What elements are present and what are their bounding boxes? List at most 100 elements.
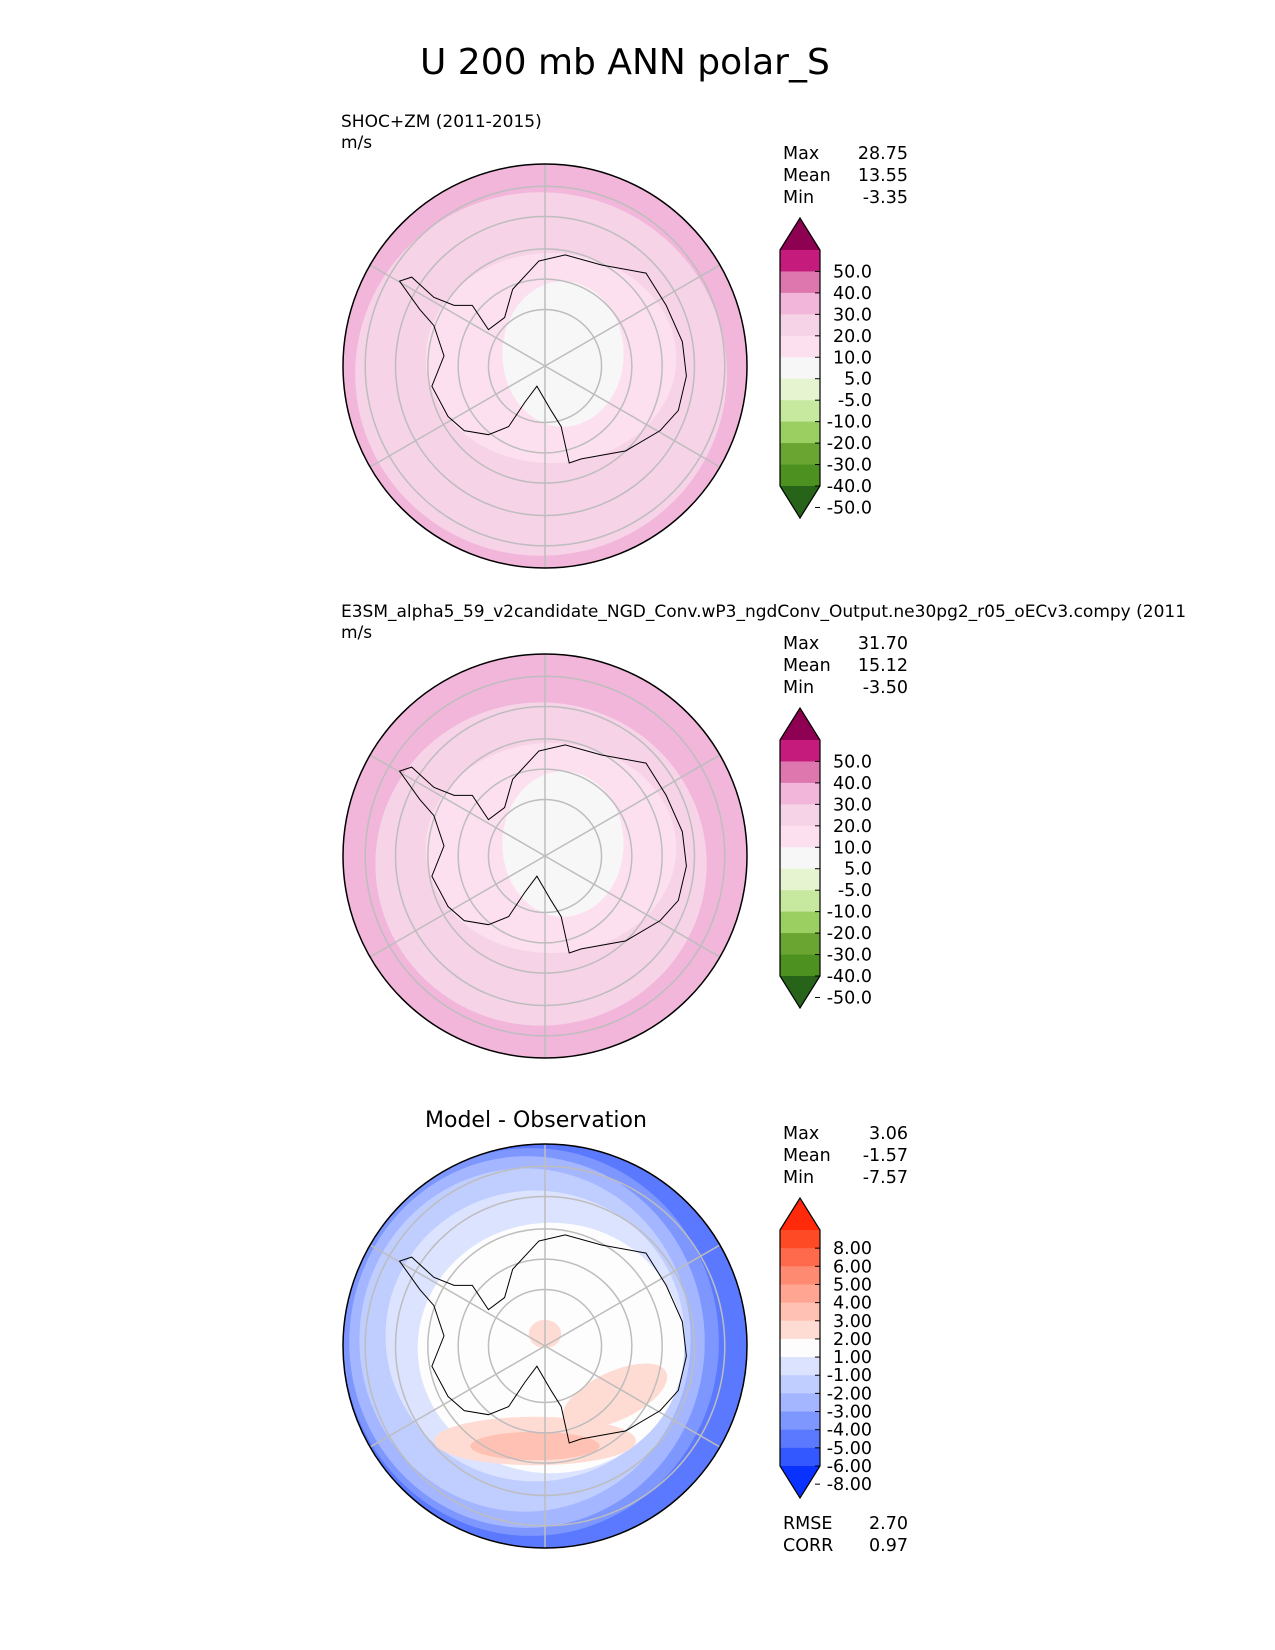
colorbar-band [780, 421, 820, 444]
stat-value: 15.12 [857, 656, 908, 676]
stat-label: Max [783, 634, 820, 654]
colorbar-band [780, 911, 820, 934]
colorbar-tick-label: 8.00 [833, 1239, 872, 1259]
colorbar-band [780, 933, 820, 956]
panel-1-heading: SHOC+ZM (2011-2015) [341, 112, 542, 132]
colorbar-extend-bottom [780, 1466, 820, 1498]
map-boundary [342, 163, 748, 569]
stat-value: -1.57 [862, 1146, 908, 1166]
colorbar-band [780, 271, 820, 294]
colorbar-extend-bottom [780, 976, 820, 1008]
colorbar-tick-label: -20.0 [827, 924, 872, 944]
stat-label: Min [783, 678, 815, 698]
colorbar-tick-label: 5.0 [844, 860, 872, 880]
colorbar-tick-label: -40.0 [827, 477, 872, 497]
colorbar-band [780, 847, 820, 870]
longitude-gridline [544, 754, 721, 857]
colorbar-tick-label: -5.0 [838, 881, 872, 901]
colorbar-band [780, 1320, 820, 1340]
stat-value: 0.97 [869, 1536, 908, 1556]
colorbar-band [780, 1284, 820, 1304]
panel-3-colorbar: 8.006.005.004.003.002.001.00-1.00-2.00-3… [779, 1196, 872, 1500]
colorbar-band [780, 1375, 820, 1394]
colorbar-band [780, 1266, 820, 1286]
colorbar-tick-label: -8.00 [827, 1475, 872, 1495]
fill-1-2 [562, 1363, 668, 1429]
colorbar-tick-label: -6.00 [827, 1457, 872, 1477]
stat-value: -3.35 [862, 188, 908, 208]
colorbar-band [780, 400, 820, 423]
colorbar-band [780, 292, 820, 315]
colorbar-band [780, 1230, 820, 1249]
colorbar-extend-top [780, 1198, 820, 1230]
colorbar-band [780, 868, 820, 891]
stat-value: 13.55 [857, 166, 908, 186]
figure-title: U 200 mb ANN polar_S [420, 42, 830, 83]
colorbar-band [780, 804, 820, 827]
panel-2-heading: E3SM_alpha5_59_v2candidate_NGD_Conv.wP3_… [341, 602, 1187, 622]
longitude-gridline [369, 754, 546, 857]
colorbar-tick-label: 20.0 [833, 327, 872, 347]
longitude-gridline [544, 365, 721, 468]
stat-label: RMSE [783, 1514, 833, 1534]
antarctica-coastline [398, 1234, 687, 1444]
colorbar-tick-label: 10.0 [833, 838, 872, 858]
antarctica-coastline [398, 744, 687, 954]
longitude-gridline [369, 264, 546, 367]
colorbar-band [780, 890, 820, 913]
fill-minus5-5 [502, 771, 624, 917]
colorbar-band [780, 335, 820, 358]
colorbar-tick-label: -50.0 [827, 498, 872, 518]
colorbar-tick-label: 5.00 [833, 1275, 872, 1295]
colorbar-band [780, 761, 820, 784]
colorbar-band [780, 954, 820, 977]
colorbar-tick-label: 3.00 [833, 1312, 872, 1332]
colorbar-band [780, 314, 820, 337]
colorbar-band [780, 443, 820, 466]
panel-1-colorbar: 50.040.030.020.010.05.0-5.0-10.0-20.0-30… [779, 216, 872, 520]
colorbar-tick-label: -1.00 [827, 1366, 872, 1386]
colorbar-band [780, 1357, 820, 1376]
longitude-gridline [544, 264, 721, 367]
colorbar-tick-label: -4.00 [827, 1421, 872, 1441]
panel-3-polar-map [342, 1143, 748, 1549]
colorbar-extend-bottom [780, 486, 820, 518]
colorbar-band [780, 1429, 820, 1449]
antarctica-coastline [398, 254, 687, 464]
stat-value: 2.70 [869, 1514, 908, 1534]
colorbar-band [780, 740, 820, 763]
colorbar-tick-label: 6.00 [833, 1257, 872, 1277]
stat-value: 31.70 [857, 634, 908, 654]
colorbar-band [780, 464, 820, 487]
panel-1-polar-map [342, 163, 748, 569]
colorbar-tick-label: 1.00 [833, 1348, 872, 1368]
colorbar-tick-label: 2.00 [833, 1330, 872, 1350]
colorbar-tick-label: -30.0 [827, 946, 872, 966]
colorbar-tick-label: 30.0 [833, 305, 872, 325]
fill-2-3 [470, 1431, 600, 1461]
colorbar-tick-label: -3.00 [827, 1403, 872, 1423]
colorbar-band [780, 1302, 820, 1322]
colorbar-band [780, 1393, 820, 1413]
colorbar-tick-label: -40.0 [827, 967, 872, 987]
colorbar-tick-label: 40.0 [833, 774, 872, 794]
colorbar-tick-label: -30.0 [827, 456, 872, 476]
colorbar-tick-label: -2.00 [827, 1384, 872, 1404]
colorbar-extend-top [780, 708, 820, 740]
stat-label: Mean [783, 166, 831, 186]
colorbar-band [780, 357, 820, 380]
colorbar-tick-label: 10.0 [833, 348, 872, 368]
longitude-gridline [369, 1345, 546, 1448]
map-fill-layer [343, 1144, 747, 1548]
stat-value: 28.75 [857, 144, 908, 164]
stat-label: Mean [783, 1146, 831, 1166]
panel-3-heading: Model - Observation [425, 1108, 647, 1133]
map-boundary [342, 1143, 748, 1549]
colorbar-tick-label: -10.0 [827, 413, 872, 433]
colorbar-tick-label: -50.0 [827, 988, 872, 1008]
fill-minus5-5 [502, 281, 624, 427]
panel-1-units: m/s [341, 133, 373, 153]
panel-1-stats: Max 28.75 Mean 13.55 Min -3.35 [783, 143, 908, 209]
colorbar-tick-label: -5.00 [827, 1439, 872, 1459]
colorbar-band [780, 1248, 820, 1267]
